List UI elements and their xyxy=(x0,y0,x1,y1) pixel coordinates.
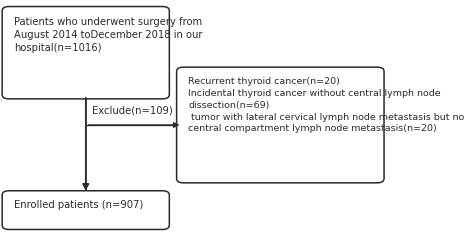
FancyBboxPatch shape xyxy=(2,191,169,229)
Text: Patients who underwent surgery from
August 2014 toDecember 2018 in our
hospital(: Patients who underwent surgery from Augu… xyxy=(14,17,202,53)
FancyBboxPatch shape xyxy=(177,67,384,183)
Text: Exclude(n=109): Exclude(n=109) xyxy=(92,106,173,116)
Text: Recurrent thyroid cancer(n=20)
Incidental thyroid cancer without central lymph n: Recurrent thyroid cancer(n=20) Incidenta… xyxy=(188,77,465,133)
FancyBboxPatch shape xyxy=(2,7,169,99)
Text: Enrolled patients (n=907): Enrolled patients (n=907) xyxy=(14,200,143,210)
